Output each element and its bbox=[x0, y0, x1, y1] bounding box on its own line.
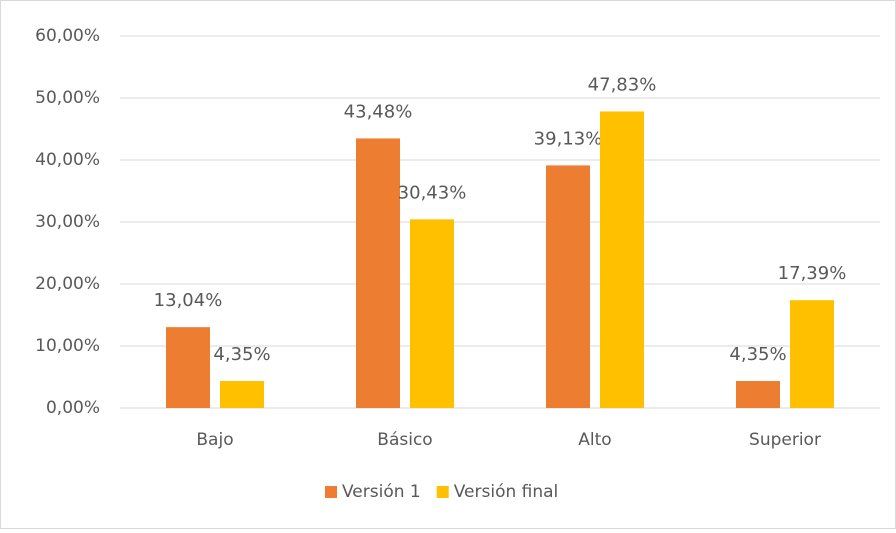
legend-label: Versión 1 bbox=[342, 482, 421, 502]
bar bbox=[736, 381, 780, 408]
data-label: 47,83% bbox=[588, 74, 657, 95]
bar bbox=[356, 138, 400, 408]
y-tick-label: 40,00% bbox=[35, 150, 100, 170]
y-tick-label: 50,00% bbox=[35, 88, 100, 108]
data-label: 39,13% bbox=[534, 128, 603, 149]
bar bbox=[220, 381, 264, 408]
data-label: 30,43% bbox=[398, 182, 467, 203]
x-tick-label: Básico bbox=[377, 430, 432, 450]
y-tick-label: 30,00% bbox=[35, 212, 100, 232]
x-tick-label: Alto bbox=[578, 430, 611, 450]
data-label: 4,35% bbox=[213, 344, 270, 365]
legend-label: Versión final bbox=[454, 482, 559, 502]
data-label: 43,48% bbox=[344, 101, 413, 122]
data-label: 17,39% bbox=[778, 263, 847, 284]
y-tick-label: 60,00% bbox=[35, 26, 100, 46]
bar bbox=[600, 111, 644, 408]
y-tick-label: 10,00% bbox=[35, 336, 100, 356]
x-tick-label: Bajo bbox=[196, 430, 233, 450]
y-tick-label: 20,00% bbox=[35, 274, 100, 294]
legend-swatch bbox=[436, 486, 449, 498]
bar bbox=[546, 165, 590, 408]
data-label: 13,04% bbox=[154, 290, 223, 311]
x-tick-label: Superior bbox=[749, 430, 821, 450]
bar bbox=[166, 327, 210, 408]
legend-swatch bbox=[325, 486, 337, 498]
bar bbox=[410, 219, 454, 408]
data-label: 4,35% bbox=[729, 344, 786, 365]
y-tick-label: 0,00% bbox=[46, 398, 100, 418]
bar bbox=[790, 300, 834, 408]
